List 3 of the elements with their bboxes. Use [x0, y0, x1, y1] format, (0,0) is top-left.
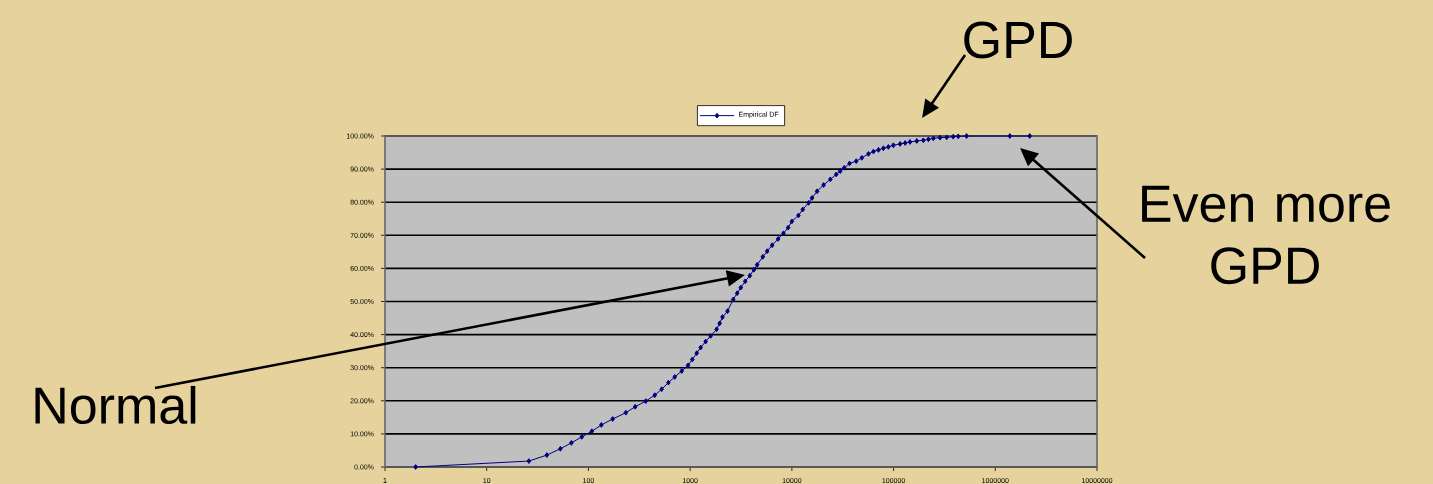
- text: Even more GPD: [1142, 185, 1390, 285]
- text: GPD: [964, 21, 1072, 59]
- text: Normal: [35, 385, 196, 425]
